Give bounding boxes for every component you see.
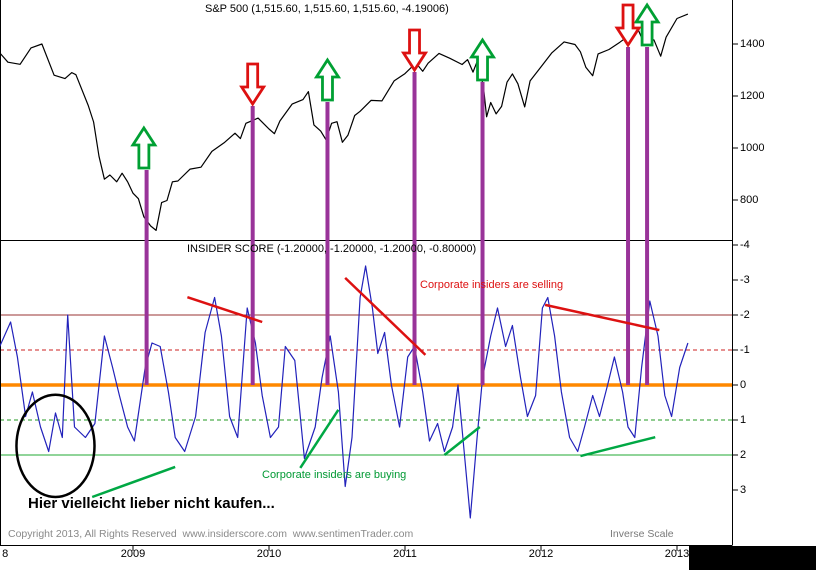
- x-axis-label: 2011: [393, 548, 417, 560]
- selling-trend-line: [187, 295, 263, 324]
- sell-arrow-icon: [614, 3, 642, 48]
- price-axis-label: 1000: [740, 142, 765, 154]
- buy-arrow-icon: [130, 125, 158, 170]
- insider-score-title: INSIDER SCORE (-1.20000, -1.20000, -1.20…: [187, 243, 477, 255]
- insiders-selling-annotation: Corporate insiders are selling: [420, 279, 564, 291]
- score-axis-label: -2: [740, 309, 750, 321]
- price-axis-label: 1200: [740, 90, 765, 102]
- highlight-ellipse: [15, 393, 96, 499]
- x-axis-label: 2010: [256, 548, 282, 560]
- x-axis-label: 8: [2, 548, 9, 560]
- buy-arrow-icon: [468, 37, 497, 82]
- sp500-price-line: [0, 13, 689, 231]
- price-chart-title: S&P 500 (1,515.60, 1,515.60, 1,515.60, -…: [205, 3, 449, 15]
- price-axis-label: 800: [740, 194, 759, 206]
- inverse-scale-label: Inverse Scale: [610, 528, 674, 540]
- insider-score-line: [0, 265, 689, 519]
- buying-trend-line: [443, 426, 481, 456]
- score-axis-label: -1: [740, 344, 750, 356]
- buying-trend-line: [580, 435, 656, 458]
- selling-trend-line: [544, 303, 660, 332]
- buy-arrow-icon: [633, 2, 661, 47]
- buy-arrow-icon: [313, 57, 342, 102]
- bottom-right-black-bar: [689, 546, 816, 570]
- buying-trend-line: [91, 465, 176, 499]
- score-axis-label: -3: [740, 274, 750, 286]
- handwritten-note: Hier vielleicht lieber nicht kaufen...: [28, 495, 275, 512]
- price-axis-label: 1400: [740, 38, 765, 50]
- sell-arrow-icon: [400, 28, 429, 73]
- sell-arrow-icon: [239, 62, 267, 107]
- buying-trend-line: [299, 409, 340, 469]
- score-axis-label: 3: [740, 484, 747, 496]
- insiders-buying-annotation: Corporate insiders are buying: [262, 469, 407, 481]
- score-axis-label: 0: [740, 379, 747, 391]
- score-axis-label: 2: [740, 449, 747, 461]
- x-axis-label: 2013: [664, 548, 690, 560]
- score-axis-label: 1: [740, 414, 747, 426]
- score-axis-label: -4: [740, 239, 750, 251]
- selling-trend-line: [344, 276, 427, 356]
- copyright-text: Copyright 2013, All Rights Reserved www.…: [8, 528, 414, 540]
- x-axis-label: 2012: [528, 548, 554, 560]
- x-axis-label: 2009: [120, 548, 146, 560]
